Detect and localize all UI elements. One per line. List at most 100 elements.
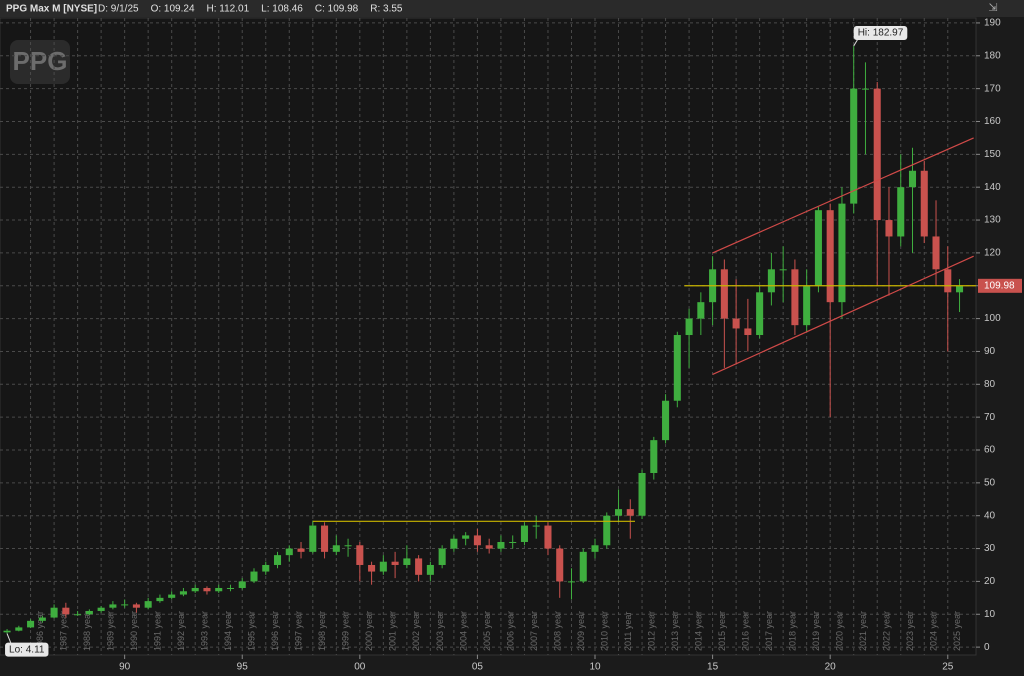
candle-body [497, 541, 505, 549]
year-label: 2019 year [811, 611, 821, 651]
readout: O: 109.24 [151, 4, 195, 15]
candle-body [473, 535, 481, 546]
year-label: 1995 year [247, 611, 257, 651]
candle-body [368, 564, 376, 572]
candle-body [603, 515, 611, 546]
year-label: 2009 year [576, 611, 586, 651]
candle-body [897, 187, 905, 237]
candle-body [179, 591, 187, 595]
candle-body [74, 614, 82, 616]
year-label: 2004 year [458, 611, 468, 651]
y-tick-label: 130 [984, 215, 1001, 226]
year-label: 2012 year [646, 611, 656, 651]
candle-body [273, 555, 282, 565]
y-tick-label: 60 [984, 445, 996, 456]
year-label: 1998 year [317, 611, 327, 651]
logo-bg [10, 40, 70, 84]
last-price-box [978, 278, 1022, 293]
candle-body [791, 269, 799, 326]
candle-body [15, 627, 23, 631]
candle-body [662, 400, 670, 441]
year-label: 1992 year [176, 611, 186, 651]
year-label: 1996 year [270, 611, 280, 651]
candle-body [109, 604, 117, 608]
candle-body [567, 581, 576, 583]
candle-body [626, 509, 634, 516]
readout: C: 109.98 [315, 4, 359, 15]
x-tick-label: 20 [825, 662, 837, 673]
year-label: 2017 year [764, 611, 774, 651]
lo-box [5, 642, 49, 657]
candle-body [238, 581, 246, 588]
candle-body [838, 203, 846, 303]
lo-pointer [6, 633, 12, 644]
candle-body [62, 607, 70, 615]
y-tick-label: 10 [984, 609, 996, 620]
candle-body [332, 545, 340, 552]
year-label: 2002 year [411, 611, 421, 651]
candle-body [509, 541, 517, 543]
candle-body [426, 564, 434, 575]
year-label: 1991 year [153, 611, 163, 651]
year-label: 2007 year [529, 611, 539, 651]
candle-body [121, 604, 129, 606]
candle-body [532, 525, 540, 527]
candle-body [85, 610, 93, 615]
year-label: 1987 year [58, 611, 68, 651]
readout: D: 9/1/25 [98, 4, 139, 15]
year-label: 2014 year [693, 611, 703, 651]
y-tick-label: 120 [984, 248, 1001, 259]
candle-body [591, 545, 599, 552]
candle-body [579, 551, 587, 582]
candle-body [156, 597, 164, 602]
candle-body [744, 328, 752, 336]
trendline [712, 255, 974, 375]
candle-body [415, 558, 423, 575]
candle-body [544, 525, 552, 549]
year-label: 1989 year [106, 611, 116, 651]
watermark: PPG [13, 46, 68, 76]
icon[interactable]: ⇲ [988, 2, 997, 14]
year-label: 1986 year [35, 611, 45, 651]
year-label: 2016 year [740, 611, 750, 651]
year-label: 2023 year [905, 611, 915, 651]
year-label: 2018 year [788, 611, 798, 651]
year-label: 2008 year [552, 611, 562, 651]
y-tick-label: 50 [984, 477, 996, 488]
candle-body [932, 236, 940, 270]
candle-body [450, 538, 458, 549]
candle-body [908, 170, 917, 188]
candle-body [97, 607, 105, 611]
trendline [712, 137, 974, 254]
year-label: 1994 year [223, 611, 233, 651]
candle-body [344, 545, 352, 547]
candle-body [650, 440, 658, 473]
candle-body [321, 525, 329, 552]
x-tick-label: 10 [589, 662, 601, 673]
candle-body [614, 509, 623, 516]
y-tick-label: 150 [984, 149, 1001, 160]
y-tick-label: 140 [984, 182, 1001, 193]
candle-body [826, 210, 834, 303]
candle-body [403, 558, 411, 565]
candle-body [485, 545, 493, 549]
candle-body [226, 587, 235, 589]
candle-body [215, 587, 223, 592]
candle-body [438, 548, 446, 565]
y-tick-label: 190 [984, 18, 1001, 29]
candle-body [850, 88, 858, 204]
y-tick-label: 20 [984, 576, 996, 587]
candle-body [297, 548, 305, 552]
lo-annotation: Lo: 4.11 [5, 633, 49, 657]
y-tick-label: 40 [984, 510, 996, 521]
y-tick-label: 90 [984, 346, 996, 357]
y-tick-label: 30 [984, 543, 996, 554]
candle-body [814, 210, 822, 286]
candle-body [379, 561, 387, 572]
candle-body [803, 285, 811, 326]
candle-body [885, 220, 893, 237]
candle-body [132, 604, 140, 608]
year-label: 2020 year [835, 611, 845, 651]
candle-body [191, 587, 199, 592]
